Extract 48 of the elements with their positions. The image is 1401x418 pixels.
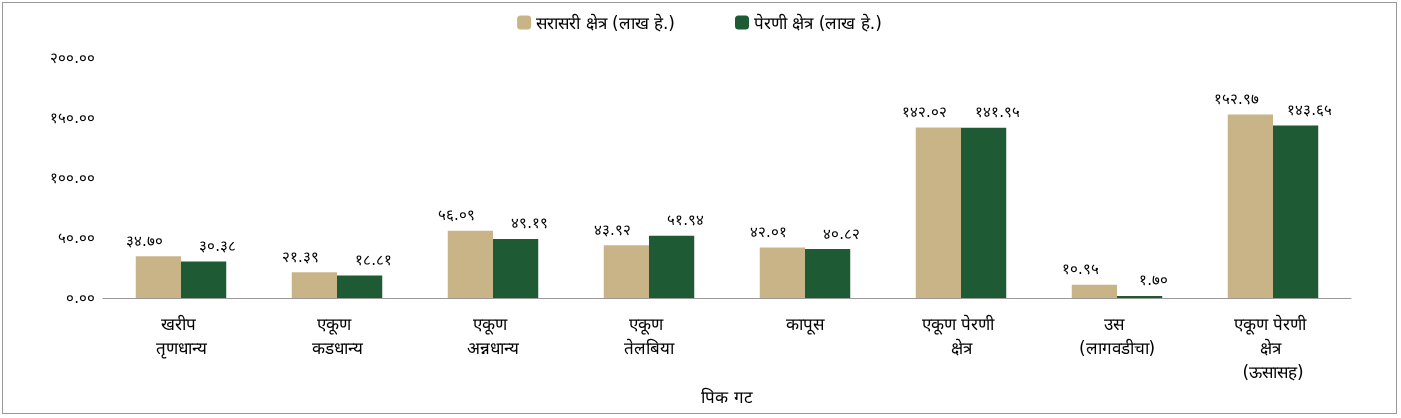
x-tick-label: एकूण तेलबिया bbox=[624, 314, 675, 358]
bar bbox=[603, 245, 649, 298]
data-label: १.७० bbox=[1139, 271, 1169, 290]
data-label: ४३.९२ bbox=[593, 220, 631, 239]
x-tick-label: खरीप तृणधान्य bbox=[155, 314, 208, 359]
data-label: ५६.०९ bbox=[437, 206, 475, 225]
y-tick-label: २००.०० bbox=[50, 49, 95, 67]
data-label: ३४.७० bbox=[125, 231, 163, 250]
data-label: १०.९५ bbox=[1061, 260, 1099, 279]
bar bbox=[135, 256, 181, 298]
data-label: ४०.८२ bbox=[823, 224, 861, 243]
y-tick-label: १००.०० bbox=[50, 169, 95, 187]
bar bbox=[1071, 284, 1117, 298]
x-tick-label: एकूण अन्नधान्य bbox=[467, 314, 520, 358]
bar bbox=[1227, 114, 1273, 298]
bar bbox=[759, 247, 805, 298]
data-label: १४३.६५ bbox=[1287, 101, 1333, 120]
x-tick-label: उस (लागवडीचा) bbox=[1078, 314, 1156, 358]
bar bbox=[915, 127, 961, 298]
bar bbox=[1117, 295, 1163, 298]
bar bbox=[337, 275, 383, 298]
bar bbox=[291, 272, 337, 298]
data-label: ३०.३८ bbox=[199, 237, 237, 256]
data-label: ५१.९४ bbox=[667, 211, 705, 230]
x-tick-label: कापूस bbox=[786, 314, 825, 335]
data-label: १८.८१ bbox=[355, 250, 393, 269]
bar bbox=[1273, 125, 1319, 298]
data-label: ४९.१९ bbox=[511, 214, 549, 233]
data-label: १४१.९५ bbox=[975, 103, 1021, 122]
x-tick-label: एकूण पेरणी क्षेत्र (ऊसासह) bbox=[1234, 314, 1312, 382]
y-tick-label: १५०.०० bbox=[50, 109, 95, 127]
data-label: ४२.०१ bbox=[749, 223, 787, 242]
bar bbox=[961, 127, 1007, 298]
x-tick-label: एकूण कडधान्य bbox=[311, 314, 364, 358]
bar bbox=[805, 249, 851, 298]
bar bbox=[447, 230, 493, 298]
bar bbox=[181, 261, 227, 298]
data-label: २१.३९ bbox=[281, 247, 319, 266]
y-tick-label: ५०.०० bbox=[58, 229, 95, 247]
bar bbox=[649, 235, 695, 298]
x-tick-label: एकूण पेरणी क्षेत्र bbox=[922, 314, 1000, 358]
data-label: १५२.९७ bbox=[1213, 89, 1259, 108]
legend-label: सरासरी क्षेत्र (लाख हे.) bbox=[536, 12, 676, 33]
x-axis-title: पिक गट bbox=[701, 387, 753, 408]
data-label: १४२.०२ bbox=[901, 103, 947, 122]
bar bbox=[493, 238, 539, 298]
y-tick-label: ०.०० bbox=[66, 289, 95, 307]
legend-label: पेरणी क्षेत्र (लाख हे.) bbox=[754, 12, 882, 33]
